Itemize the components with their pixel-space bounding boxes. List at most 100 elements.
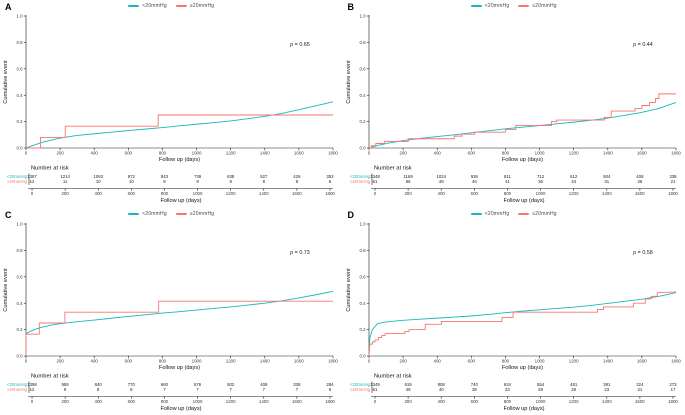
y-tick-label: 1.0 xyxy=(16,14,23,19)
y-tick-label: 0.4 xyxy=(359,93,366,98)
p-value: p = 0.44 xyxy=(633,42,653,48)
legend-line-ge20-icon xyxy=(175,5,187,7)
risk-value: 338 xyxy=(293,382,301,387)
number-at-risk-title: Number at risk xyxy=(31,373,69,379)
risk-value: 381 xyxy=(603,382,611,387)
risk-value: 21 xyxy=(637,387,642,392)
x-tick-label: 1200 xyxy=(226,151,236,156)
risk-x-tick-label: 800 xyxy=(503,191,511,196)
risk-value: 409 xyxy=(260,382,268,387)
number-at-risk-title: Number at risk xyxy=(374,373,412,379)
x-tick-label: 400 xyxy=(433,151,441,156)
y-tick-label: 0.6 xyxy=(359,274,366,279)
x-tick-label: 1600 xyxy=(294,358,304,363)
x-tick-label: 600 xyxy=(467,358,475,363)
panel-b: B <20mmHg ≥20mmHg 0.0 0.2 0.4 0.6 0.8 1.0 0 200… xyxy=(343,0,685,208)
risk-x-tick-label: 600 xyxy=(128,399,136,404)
risk-value: 61 xyxy=(372,387,377,392)
risk-value: 1214 xyxy=(60,174,70,179)
risk-row-label: <20mmHg xyxy=(7,174,28,179)
y-tick-label: 0.8 xyxy=(16,248,23,253)
risk-x-tick-label: 1400 xyxy=(259,191,269,196)
risk-value: 21 xyxy=(670,179,675,184)
x-tick-label: 1800 xyxy=(328,151,338,156)
x-tick-label: 1600 xyxy=(636,358,646,363)
x-tick-label: 400 xyxy=(91,358,99,363)
y-tick-label: 0.8 xyxy=(16,40,23,45)
risk-value: 1349 xyxy=(370,382,380,387)
curve-lt20 xyxy=(368,102,676,149)
y-tick-label: 1.0 xyxy=(359,221,366,226)
risk-x-tick-label: 200 xyxy=(404,191,412,196)
number-at-risk-title: Number at risk xyxy=(31,166,69,172)
curve-lt20 xyxy=(368,291,676,356)
risk-value: 527 xyxy=(260,174,268,179)
risk-value: 49 xyxy=(405,387,410,392)
risk-value: 7 xyxy=(263,387,266,392)
risk-x-tick-label: 1800 xyxy=(668,191,678,196)
risk-x-tick-label: 800 xyxy=(161,191,169,196)
risk-value: 34 xyxy=(571,179,576,184)
curve-ge20 xyxy=(368,291,676,356)
risk-x-tick-label: 0 xyxy=(373,191,376,196)
y-tick-label: 0.4 xyxy=(16,300,23,305)
risk-value: 7 xyxy=(163,387,166,392)
y-tick-label: 0.6 xyxy=(16,66,23,71)
risk-x-tick-label: 400 xyxy=(437,399,445,404)
risk-value: 811 xyxy=(504,174,511,179)
x-tick-label: 1000 xyxy=(192,151,202,156)
y-axis-label: Cumulative event xyxy=(346,60,352,104)
risk-x-tick-label: 200 xyxy=(61,191,69,196)
y-tick-label: 0.0 xyxy=(359,146,366,151)
legend-line-lt20-icon xyxy=(128,5,140,7)
x-tick-label: 0 xyxy=(25,151,28,156)
panel-c: C <20mmHg ≥20mmHg 0.0 0.2 0.4 0.6 0.8 1.0 0 200… xyxy=(0,208,343,415)
legend-line-ge20-icon xyxy=(175,212,187,215)
legend-line-lt20-icon xyxy=(128,212,140,215)
risk-value: 8 xyxy=(97,387,100,392)
x-tick-label: 400 xyxy=(91,151,99,156)
risk-x-tick-label: 400 xyxy=(95,399,103,404)
y-tick-label: 0.0 xyxy=(16,353,23,358)
risk-value: 7 xyxy=(296,387,299,392)
x-tick-label: 600 xyxy=(125,151,133,156)
risk-value: 712 xyxy=(536,174,544,179)
risk-x-tick-label: 1400 xyxy=(601,191,611,196)
risk-value: 38 xyxy=(471,387,476,392)
risk-x-axis-label: Follow up (days) xyxy=(160,406,201,412)
y-tick-label: 1.0 xyxy=(359,14,366,19)
y-tick-label: 0.2 xyxy=(359,119,366,124)
risk-x-tick-label: 200 xyxy=(61,399,69,404)
x-axis-label: Follow up (days) xyxy=(159,157,200,163)
legend-line-lt20-icon xyxy=(470,5,482,7)
legend: <20mmHg ≥20mmHg xyxy=(128,3,214,9)
risk-value: 338 xyxy=(669,174,677,179)
legend: <20mmHg ≥20mmHg xyxy=(470,3,557,9)
risk-x-tick-label: 1200 xyxy=(226,399,236,404)
risk-value: 36 xyxy=(538,179,543,184)
legend-label-ge20: ≥20mmHg xyxy=(532,210,557,217)
risk-value: 56 xyxy=(405,179,410,184)
x-tick-label: 1800 xyxy=(671,151,681,156)
risk-value: 9 xyxy=(163,179,166,184)
risk-value: 33 xyxy=(505,387,510,392)
risk-value: 740 xyxy=(470,382,478,387)
legend-item-lt20: <20mmHg xyxy=(128,3,167,9)
x-tick-label: 600 xyxy=(467,151,475,156)
y-axis-label: Cumulative event xyxy=(3,60,9,104)
risk-x-tick-label: 600 xyxy=(128,191,136,196)
risk-value: 770 xyxy=(128,382,136,387)
risk-x-tick-label: 600 xyxy=(470,191,478,196)
risk-row-label: <20mmHg xyxy=(350,382,371,387)
risk-value: 840 xyxy=(95,382,103,387)
risk-x-tick-label: 1000 xyxy=(193,191,203,196)
risk-x-tick-label: 1600 xyxy=(292,191,302,196)
curve-ge20 xyxy=(368,93,676,149)
risk-value: 8 xyxy=(263,179,266,184)
risk-value: 408 xyxy=(636,174,644,179)
p-value: p = 0.73 xyxy=(290,250,310,256)
risk-value: 10 xyxy=(129,179,134,184)
risk-value: 959 xyxy=(62,382,70,387)
y-tick-label: 0.4 xyxy=(359,300,366,305)
